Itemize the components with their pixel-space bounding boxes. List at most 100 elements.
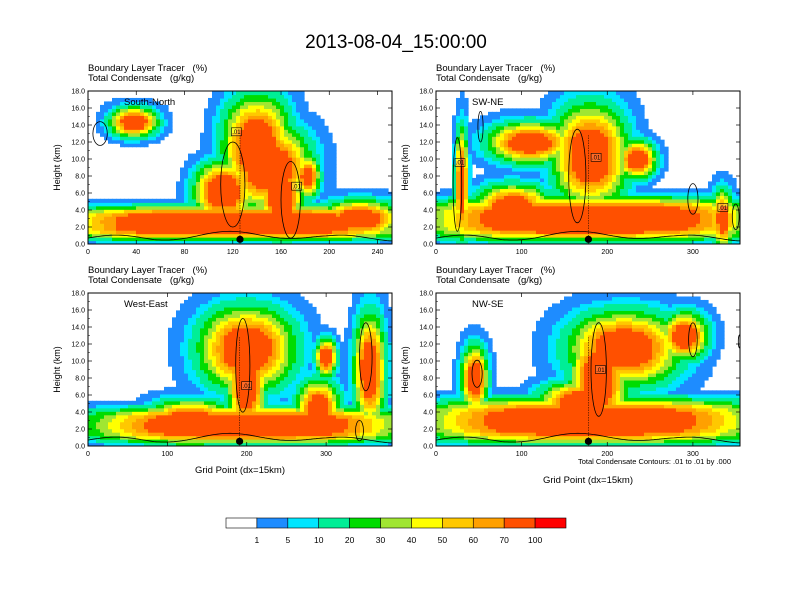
field-cell [224, 136, 229, 141]
field-cell [280, 205, 285, 210]
field-cell [552, 202, 557, 207]
field-cell [436, 233, 441, 238]
field-cell [436, 191, 441, 196]
field-cell [116, 219, 121, 224]
field-cell [356, 216, 361, 221]
field-cell [312, 191, 317, 196]
field-cell [708, 195, 713, 200]
field-cell [656, 174, 661, 179]
field-cell [684, 223, 689, 228]
field-cell [560, 97, 565, 103]
field-cell [200, 191, 205, 196]
field-cell [488, 153, 493, 158]
field-cell [604, 122, 609, 127]
field-cell [320, 143, 325, 148]
field-cell [596, 240, 601, 244]
field-cell [536, 136, 541, 141]
field-cell [456, 101, 461, 106]
field-cell [148, 115, 153, 120]
field-cell [140, 97, 145, 103]
field-cell [664, 188, 669, 193]
field-cell [636, 205, 641, 210]
field-cell [368, 226, 373, 231]
field-cell [700, 205, 705, 210]
field-cell [532, 195, 537, 200]
field-cell [264, 219, 269, 224]
field-cell [644, 198, 649, 203]
field-cell [544, 181, 549, 186]
field-cell [632, 150, 637, 155]
field-cell [284, 125, 289, 130]
field-cell [148, 212, 153, 217]
field-cell [668, 223, 673, 228]
field-cell [492, 157, 497, 162]
field-cell [552, 216, 557, 221]
field-cell [260, 94, 265, 99]
field-cell [308, 139, 313, 144]
field-cell [724, 177, 729, 183]
field-cell [600, 195, 605, 200]
field-cell [232, 167, 237, 172]
field-cell [228, 125, 233, 130]
field-cell [596, 226, 601, 231]
y-tick-label: 10.0 [71, 157, 85, 164]
field-cell [460, 153, 465, 158]
field-cell [260, 191, 265, 196]
field-cell [532, 129, 537, 134]
field-cell [136, 226, 141, 231]
field-cell [532, 153, 537, 158]
field-cell [636, 177, 641, 183]
x-tick-label: 200 [323, 249, 335, 256]
field-cell [364, 219, 369, 224]
field-cell [624, 223, 629, 228]
field-cell [276, 230, 281, 235]
field-cell [664, 240, 669, 244]
field-cell [712, 188, 717, 193]
field-cell [348, 226, 353, 231]
field-cell [544, 216, 549, 221]
field-cell [656, 164, 661, 169]
field-cell [136, 237, 141, 242]
field-cell [216, 157, 221, 162]
field-cell [652, 136, 657, 141]
field-cell [236, 177, 241, 183]
field-cell [316, 115, 321, 120]
field-cell [208, 205, 213, 210]
field-cell [632, 115, 637, 120]
field-cell [268, 177, 273, 183]
field-cell [580, 125, 585, 130]
field-cell [520, 226, 525, 231]
field-cell [636, 122, 641, 127]
field-cell [296, 181, 301, 186]
field-cell [584, 111, 589, 116]
field-cell [436, 212, 441, 217]
field-cell [364, 233, 369, 238]
field-cell [540, 230, 545, 235]
field-cell [484, 164, 489, 169]
y-tick-label: 14.0 [71, 123, 85, 130]
field-cell [728, 174, 733, 179]
field-cell [276, 191, 281, 196]
field-cell [544, 170, 549, 176]
field-cell [632, 132, 637, 137]
field-cell [576, 132, 581, 137]
field-cell [292, 160, 297, 165]
field-cell [540, 226, 545, 231]
field-cell [268, 223, 273, 228]
x-tick-label: 40 [132, 249, 140, 256]
field-cell [704, 216, 709, 221]
field-cell [320, 188, 325, 193]
field-cell [88, 202, 93, 207]
field-cell [620, 125, 625, 130]
field-cell [460, 177, 465, 183]
field-cell [148, 233, 153, 238]
field-cell [656, 136, 661, 141]
field-cell [252, 209, 257, 214]
field-cell [88, 212, 93, 217]
field-cell [308, 132, 313, 137]
field-cell [196, 150, 201, 155]
field-cell [536, 160, 541, 165]
field-cell [156, 136, 161, 141]
field-cell [456, 139, 461, 144]
field-cell [268, 170, 273, 176]
